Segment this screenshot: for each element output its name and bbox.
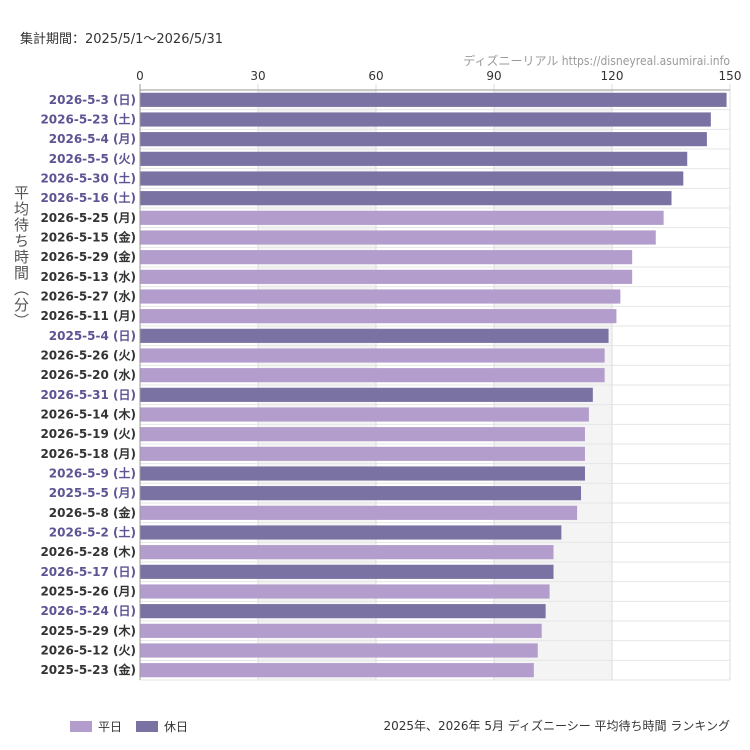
bar-weekday bbox=[140, 368, 605, 383]
chart-caption: 2025年、2026年 5月 ディズニーシー 平均待ち時間 ランキング bbox=[383, 719, 730, 733]
category-label: 2026-5-14 (木) bbox=[40, 407, 136, 422]
bar-weekday bbox=[140, 545, 554, 560]
bar-holiday bbox=[140, 171, 684, 186]
ranking-bar-chart: 0 30 60 90 120 150 2026-5-3 (日) 2026-5-23 (土) 20… bbox=[40, 69, 742, 681]
category-label: 2026-5-27 (水) bbox=[40, 289, 136, 304]
bar-weekday bbox=[140, 230, 656, 245]
category-label: 2026-5-16 (土) bbox=[40, 190, 136, 205]
bar-weekday bbox=[140, 210, 664, 225]
bar-holiday bbox=[140, 151, 688, 166]
category-label: 2026-5-3 (日) bbox=[49, 93, 136, 107]
bar-weekday bbox=[140, 250, 633, 265]
bar-weekday bbox=[140, 407, 589, 422]
category-label: 2025-5-26 (月) bbox=[40, 585, 136, 599]
bar-holiday bbox=[140, 112, 711, 127]
bar-weekday bbox=[140, 289, 621, 304]
bar-holiday bbox=[140, 387, 593, 402]
bar-holiday bbox=[140, 191, 672, 206]
category-label: 2026-5-2 (土) bbox=[49, 525, 136, 540]
aggregation-period: 集計期間：2025/5/1〜2026/5/31 bbox=[20, 32, 224, 47]
category-label: 2026-5-4 (月) bbox=[49, 132, 136, 146]
bar-weekday bbox=[140, 584, 550, 599]
category-label: 2026-5-23 (土) bbox=[40, 112, 136, 127]
bar-holiday bbox=[140, 525, 562, 540]
legend-item-weekday[interactable]: 平日 bbox=[70, 718, 122, 735]
category-label: 2026-5-15 (金) bbox=[40, 230, 136, 245]
legend-item-holiday[interactable]: 休日 bbox=[136, 718, 188, 735]
category-label: 2026-5-30 (土) bbox=[40, 171, 136, 186]
bar-weekday bbox=[140, 309, 617, 324]
category-label: 2026-5-12 (火) bbox=[40, 644, 136, 658]
category-label: 2026-5-29 (金) bbox=[40, 249, 136, 264]
category-label: 2026-5-28 (木) bbox=[40, 544, 136, 559]
category-label: 2026-5-5 (火) bbox=[49, 152, 136, 166]
category-label: 2026-5-26 (火) bbox=[40, 349, 136, 363]
bar-weekday bbox=[140, 663, 534, 678]
bar-weekday bbox=[140, 427, 585, 442]
bar-holiday bbox=[140, 564, 554, 579]
bar-weekday bbox=[140, 505, 578, 520]
bar-holiday bbox=[140, 328, 609, 343]
bar-holiday bbox=[140, 92, 727, 107]
category-label: 2026-5-20 (水) bbox=[40, 367, 136, 382]
legend-label-weekday: 平日 bbox=[98, 720, 123, 734]
category-label: 2026-5-25 (月) bbox=[40, 211, 136, 225]
x-tick-label: 150 bbox=[719, 69, 742, 83]
category-label: 2026-5-19 (火) bbox=[40, 427, 136, 441]
x-tick-label: 30 bbox=[250, 69, 265, 83]
bar-weekday bbox=[140, 269, 633, 284]
legend-swatch-weekday bbox=[70, 721, 92, 732]
category-label: 2026-5-8 (金) bbox=[49, 505, 136, 520]
x-tick-label: 60 bbox=[368, 69, 383, 83]
bar-holiday bbox=[140, 466, 585, 481]
chart-legend: 平日 休日 bbox=[70, 718, 188, 735]
y-axis-title: 平均待ち時間（分） bbox=[12, 185, 30, 329]
category-label: 2026-5-9 (土) bbox=[49, 466, 136, 481]
site-credit: ディズニーリアル https://disneyreal.asumirai.inf… bbox=[463, 54, 730, 68]
category-label: 2026-5-17 (日) bbox=[40, 565, 136, 579]
bar-weekday bbox=[140, 348, 605, 363]
category-label: 2026-5-11 (月) bbox=[40, 309, 136, 323]
category-label: 2025-5-23 (金) bbox=[40, 662, 136, 677]
category-label: 2026-5-24 (日) bbox=[40, 604, 136, 618]
category-label: 2026-5-13 (水) bbox=[40, 269, 136, 284]
bar-weekday bbox=[140, 643, 538, 658]
bar-holiday bbox=[140, 604, 546, 619]
legend-swatch-holiday bbox=[136, 721, 159, 732]
bar-holiday bbox=[140, 132, 707, 147]
bar-weekday bbox=[140, 446, 585, 461]
bar-holiday bbox=[140, 486, 582, 501]
category-label: 2026-5-18 (月) bbox=[40, 447, 136, 461]
x-tick-label: 0 bbox=[136, 69, 144, 83]
x-tick-label: 90 bbox=[486, 69, 501, 83]
bar-weekday bbox=[140, 623, 542, 638]
category-label: 2025-5-5 (月) bbox=[49, 486, 136, 500]
category-label: 2025-5-4 (日) bbox=[49, 329, 136, 343]
category-label: 2026-5-31 (日) bbox=[40, 388, 136, 402]
x-tick-label: 120 bbox=[601, 69, 624, 83]
legend-label-holiday: 休日 bbox=[164, 720, 189, 734]
category-label: 2025-5-29 (木) bbox=[40, 623, 136, 638]
